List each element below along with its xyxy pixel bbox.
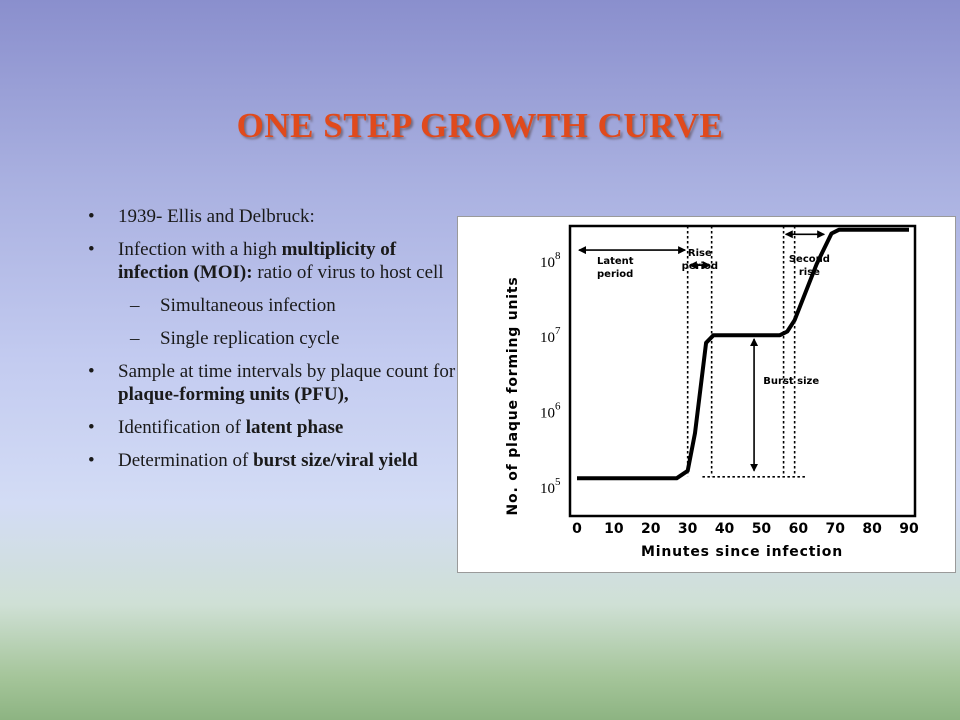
bullet-dot: • xyxy=(88,206,95,227)
bullet-item: • Identification of latent phase xyxy=(84,416,456,439)
annotations: Latent period Rise period Second rise Burst si… xyxy=(578,230,830,472)
y-axis-label: No. of plaque forming units xyxy=(505,277,521,516)
y-tick-exponent: 6 xyxy=(555,401,561,413)
second-rise-label: Second rise xyxy=(789,254,830,278)
rise-period-label: Rise period xyxy=(682,248,718,272)
bullet-item: • 1939- Ellis and Delbruck: xyxy=(84,205,456,228)
y-tick-label: 106 xyxy=(540,401,561,422)
sub-bullet-text: Simultaneous infection xyxy=(160,295,336,316)
bullet-text: Sample at time intervals by plaque count… xyxy=(118,361,456,382)
x-tick-label: 20 xyxy=(641,521,661,537)
bullet-text: ratio of virus to host cell xyxy=(252,262,444,283)
x-tick-label: 40 xyxy=(715,521,735,537)
sub-bullet-item: – Simultaneous infection xyxy=(84,294,456,317)
bullet-list: • 1939- Ellis and Delbruck: • Infection … xyxy=(84,205,456,482)
x-tick-label: 90 xyxy=(899,521,919,537)
sub-bullet-dash: – xyxy=(130,328,140,349)
bullet-bold-text: plaque-forming units (PFU), xyxy=(118,384,349,405)
growth-curve-chart: 0 10 20 30 40 50 60 70 80 90 105 106 107 108 Minutes… xyxy=(505,224,919,560)
growth-curve-figure: 0 10 20 30 40 50 60 70 80 90 105 106 107 108 Minutes… xyxy=(457,216,956,573)
bullet-dot: • xyxy=(88,239,95,260)
x-tick-label: 10 xyxy=(604,521,624,537)
y-tick-exponent: 8 xyxy=(555,250,561,262)
bullet-text: Determination of xyxy=(118,450,254,471)
x-tick-label: 60 xyxy=(789,521,809,537)
x-tick-label: 50 xyxy=(752,521,772,537)
bullet-dot: • xyxy=(88,361,95,382)
x-tick-label: 0 xyxy=(572,521,582,537)
bullet-bold-text: multiplicity of infection (MOI): xyxy=(118,239,397,283)
series-line xyxy=(577,227,909,481)
y-tick-exponent: 5 xyxy=(555,476,561,488)
slide-title: ONE STEP GROWTH CURVE xyxy=(236,106,724,145)
x-tick-label: 80 xyxy=(862,521,882,537)
sub-bullet-dash: – xyxy=(130,295,140,316)
bullet-bold-text: latent phase xyxy=(245,417,344,438)
bullet-item: • Determination of burst size/viral yiel… xyxy=(84,449,456,472)
y-tick-label: 108 xyxy=(540,250,561,271)
bullet-bold-text: burst size/viral yield xyxy=(253,450,418,471)
bullet-item: • Sample at time intervals by plaque cou… xyxy=(84,360,456,406)
y-tick-label: 107 xyxy=(540,325,561,346)
y-tick-exponent: 7 xyxy=(555,325,561,337)
x-tick-label: 30 xyxy=(678,521,698,537)
sub-bullet-text: Single replication cycle xyxy=(160,328,340,349)
guide-lines xyxy=(686,226,806,478)
sub-bullet-item: – Single replication cycle xyxy=(84,327,456,350)
bullet-text: Infection with a high xyxy=(118,239,282,260)
latent-period-label: Latent period xyxy=(597,256,634,280)
burst-size-label: Burst size xyxy=(763,376,819,387)
bullet-text: Identification of xyxy=(118,417,246,438)
x-axis-label: Minutes since infection xyxy=(641,544,843,560)
plot-frame xyxy=(568,224,917,518)
y-tick-label: 105 xyxy=(540,476,561,497)
x-tick-labels: 0 10 20 30 40 50 60 70 80 90 xyxy=(572,521,919,537)
bullet-dot: • xyxy=(88,450,95,471)
y-tick-labels: 105 106 107 108 xyxy=(540,250,561,497)
bullet-item: • Infection with a high multiplicity of … xyxy=(84,238,456,284)
bullet-dot: • xyxy=(88,417,95,438)
bullet-text: 1939- Ellis and Delbruck: xyxy=(118,206,315,227)
x-tick-label: 70 xyxy=(825,521,845,537)
